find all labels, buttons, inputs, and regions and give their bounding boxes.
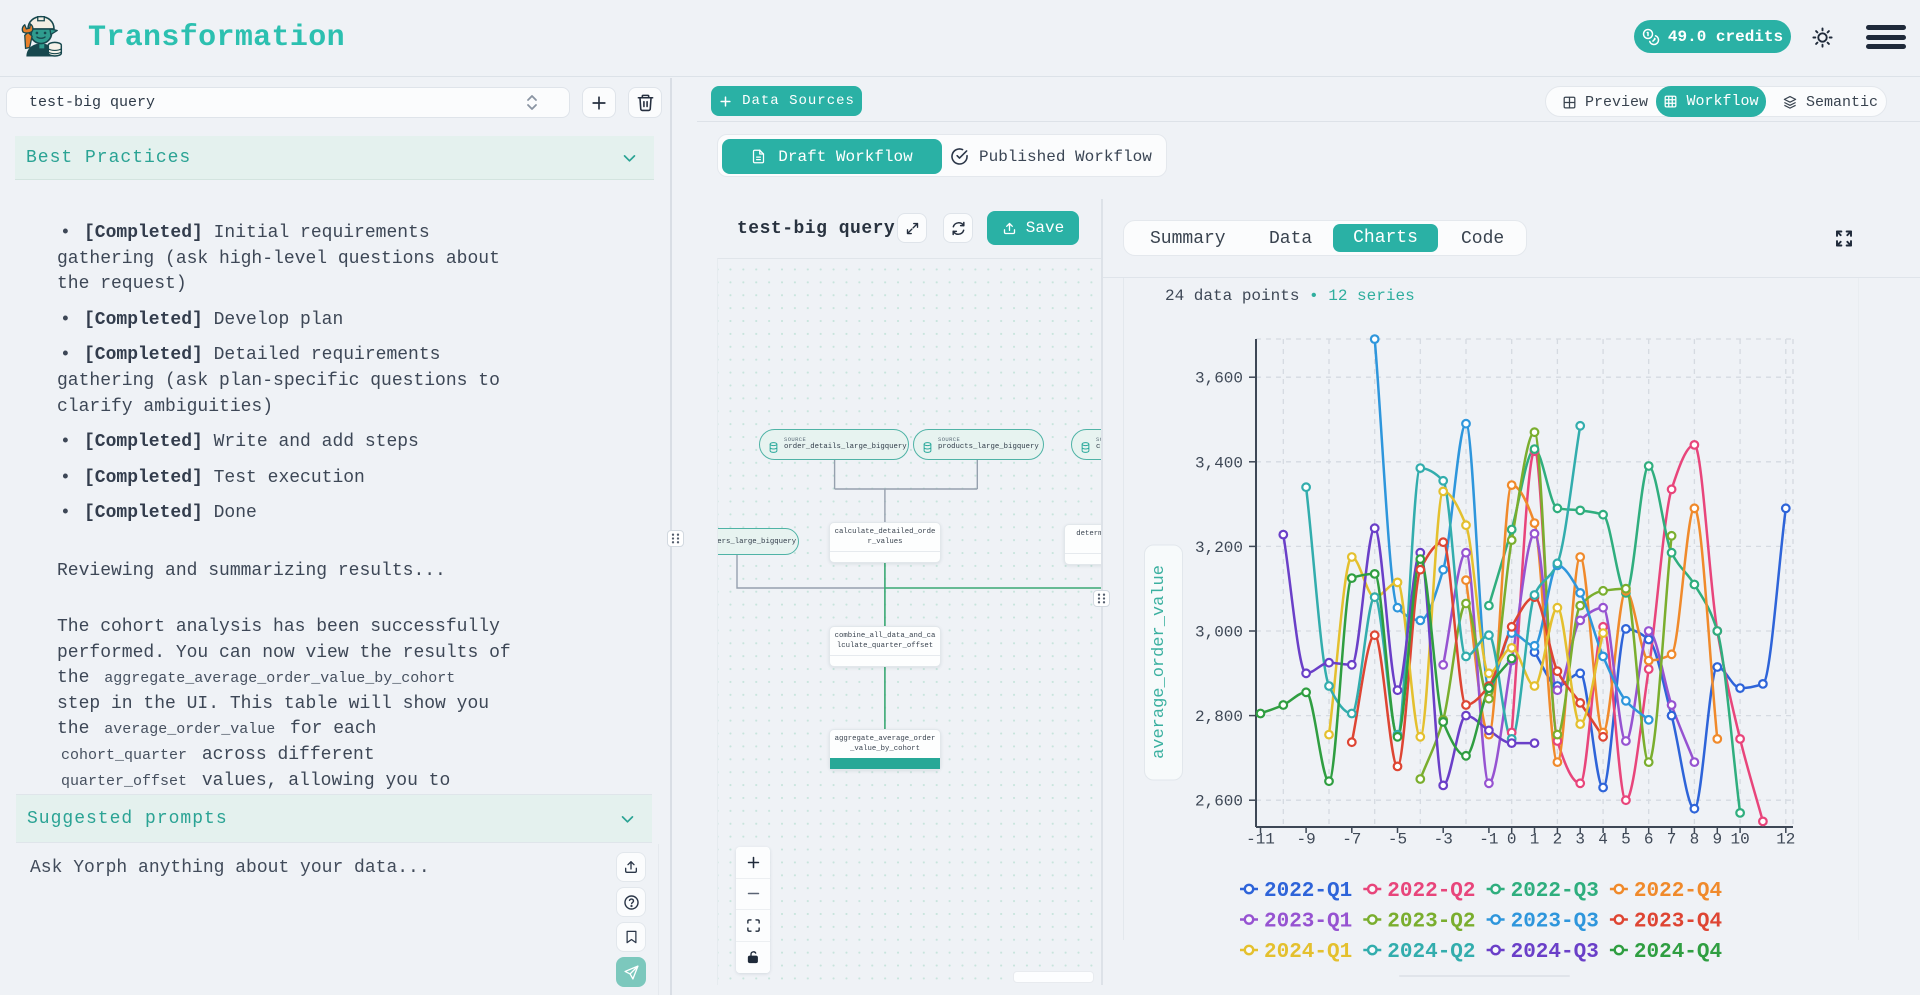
svg-text:5: 5 — [1621, 831, 1631, 849]
svg-text:1: 1 — [1530, 831, 1540, 849]
svg-text:2023-Q1: 2023-Q1 — [1264, 911, 1352, 934]
svg-text:10: 10 — [1730, 831, 1749, 849]
svg-text:2024-Q2: 2024-Q2 — [1387, 941, 1475, 964]
svg-text:3,000: 3,000 — [1195, 624, 1243, 642]
svg-text:-3: -3 — [1434, 831, 1453, 849]
svg-text:3,400: 3,400 — [1195, 454, 1243, 472]
svg-text:2023-Q3: 2023-Q3 — [1511, 911, 1599, 934]
svg-text:6: 6 — [1644, 831, 1654, 849]
svg-text:-1: -1 — [1479, 831, 1498, 849]
svg-text:2024-Q3: 2024-Q3 — [1511, 941, 1599, 964]
svg-text:8: 8 — [1690, 831, 1700, 849]
svg-text:-9: -9 — [1296, 831, 1315, 849]
svg-text:2,600: 2,600 — [1195, 793, 1243, 811]
svg-text:2,800: 2,800 — [1195, 708, 1243, 726]
svg-text:12: 12 — [1776, 831, 1795, 849]
svg-text:-7: -7 — [1342, 831, 1361, 849]
svg-text:2023-Q2: 2023-Q2 — [1387, 911, 1475, 934]
svg-text:2022-Q3: 2022-Q3 — [1511, 880, 1599, 903]
svg-text:3,200: 3,200 — [1195, 539, 1243, 557]
svg-text:-5: -5 — [1388, 831, 1407, 849]
svg-text:2022-Q4: 2022-Q4 — [1634, 880, 1722, 903]
svg-text:3,600: 3,600 — [1195, 370, 1243, 388]
svg-text:2024-Q4: 2024-Q4 — [1634, 941, 1722, 964]
svg-text:2022-Q1: 2022-Q1 — [1264, 880, 1352, 903]
svg-text:2023-Q4: 2023-Q4 — [1634, 911, 1722, 934]
svg-text:9: 9 — [1712, 831, 1722, 849]
svg-text:2024-Q1: 2024-Q1 — [1264, 941, 1352, 964]
svg-text:2022-Q2: 2022-Q2 — [1387, 880, 1475, 903]
svg-text:7: 7 — [1667, 831, 1677, 849]
svg-text:3: 3 — [1575, 831, 1585, 849]
svg-text:-11: -11 — [1246, 831, 1275, 849]
svg-text:average_order_value: average_order_value — [1150, 565, 1169, 759]
svg-text:4: 4 — [1598, 831, 1608, 849]
svg-text:2: 2 — [1553, 831, 1563, 849]
svg-text:0: 0 — [1507, 831, 1517, 849]
